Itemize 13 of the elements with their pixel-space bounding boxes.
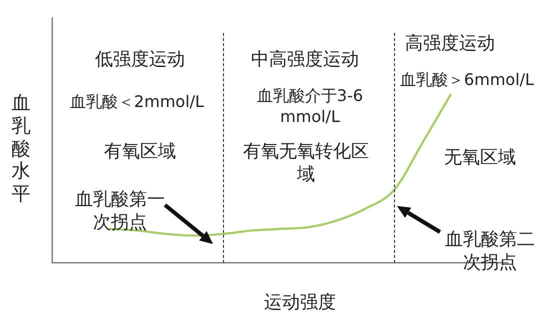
annotation: 有氧区域 — [103, 140, 177, 164]
annotation: 无氧区域 — [443, 146, 517, 170]
y-axis-title: 血乳酸水平 — [10, 92, 32, 206]
annotation: 血乳酸介于3-6 mmol/L — [256, 86, 364, 128]
annotation: 血乳酸第一次拐点 — [74, 188, 166, 235]
annotation: 血乳酸第二次拐点 — [444, 228, 536, 275]
text: 低强度运动 — [94, 48, 186, 72]
annotation: 血乳酸＜2mmol/L — [69, 92, 205, 113]
x-axis-title: 运动强度 — [263, 291, 337, 314]
text: 血乳酸＞6mmol/L — [399, 70, 535, 91]
text: 中高强度运动 — [250, 48, 360, 72]
annotation: 有氧无氧转化区域 — [242, 140, 370, 187]
text: 高强度运动 — [404, 32, 496, 56]
